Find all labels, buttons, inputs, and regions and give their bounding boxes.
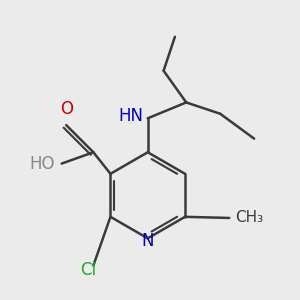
Text: Cl: Cl [80, 261, 96, 279]
Text: HN: HN [118, 107, 143, 125]
Text: N: N [142, 232, 154, 250]
Text: O: O [60, 100, 73, 118]
Text: CH₃: CH₃ [235, 210, 263, 225]
Text: HO: HO [29, 154, 55, 172]
